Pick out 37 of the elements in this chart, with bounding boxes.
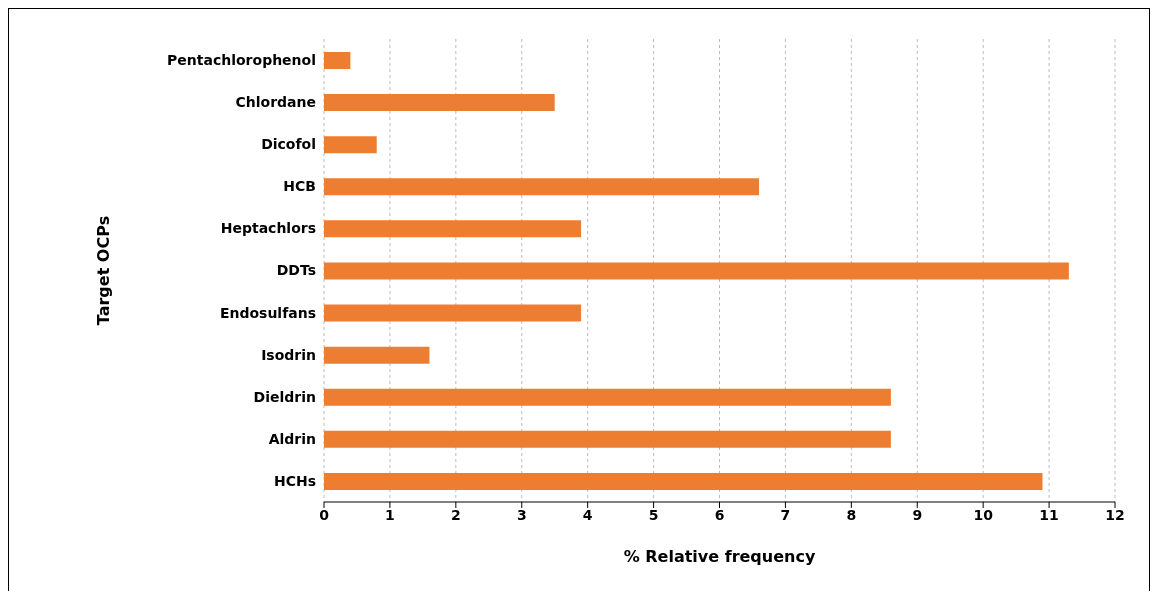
y-tick-label: Heptachlors (220, 220, 316, 237)
bar (324, 94, 555, 112)
y-axis-title: Target OCPs (93, 215, 113, 326)
x-tick-label: 5 (648, 506, 659, 523)
x-tick-label: 12 (1105, 506, 1125, 523)
x-tick-label: 4 (582, 506, 593, 523)
y-tick-label: Chlordane (235, 94, 316, 111)
bar (324, 430, 891, 448)
x-tick-label: 8 (846, 506, 857, 523)
x-tick-label: 3 (516, 506, 527, 523)
y-tick-label: Isodrin (261, 346, 316, 363)
y-tick-label: Dieldrin (253, 388, 316, 405)
x-axis-title: % Relative frequency (623, 547, 816, 566)
x-tick-label: 1 (385, 506, 395, 523)
bar (324, 346, 430, 364)
bar (324, 220, 582, 238)
bar (324, 388, 891, 406)
bar (324, 472, 1043, 490)
y-tick-label: Endosulfans (219, 304, 316, 321)
x-tick-label: 10 (973, 506, 994, 523)
y-tick-label: Aldrin (268, 430, 316, 447)
y-tick-label: HCB (283, 178, 316, 195)
x-tick-label: 6 (714, 506, 725, 523)
y-tick-label: Pentachlorophenol (167, 52, 316, 69)
x-tick-label: 9 (912, 506, 923, 523)
y-tick-label: Dicofol (261, 136, 316, 153)
y-tick-label: DDTs (276, 262, 316, 279)
x-tick-label: 7 (780, 506, 791, 523)
bar (324, 262, 1069, 280)
x-tick-label: 11 (1039, 506, 1059, 523)
bar (324, 178, 760, 196)
y-tick-label: HCHs (273, 472, 316, 489)
x-tick-label: 0 (319, 506, 330, 523)
bar (324, 136, 377, 154)
x-tick-label: 2 (450, 506, 461, 523)
bar (324, 52, 351, 69)
bar (324, 304, 582, 322)
